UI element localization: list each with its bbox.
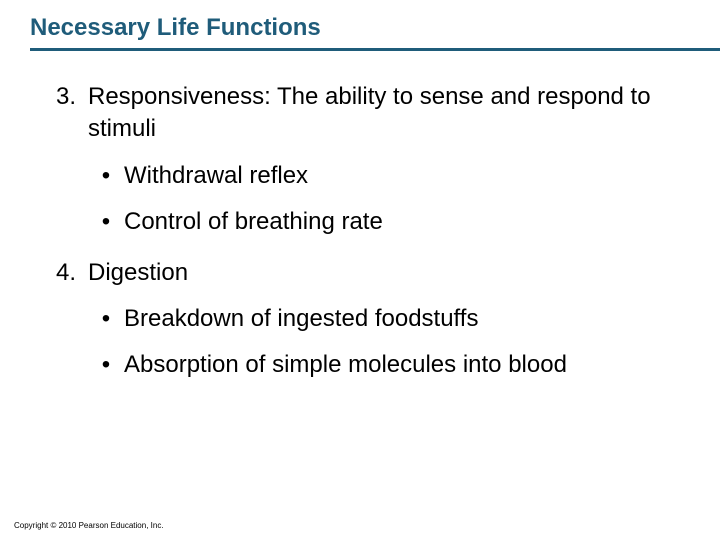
list-item: 4. Digestion bbox=[40, 257, 680, 289]
bullet-text: Absorption of simple molecules into bloo… bbox=[124, 349, 680, 381]
copyright-text: Copyright © 2010 Pearson Education, Inc. bbox=[14, 521, 164, 530]
bullet-text: Withdrawal reflex bbox=[124, 160, 680, 192]
list-item: 3. Responsiveness: The ability to sense … bbox=[40, 81, 680, 146]
bullet-icon: • bbox=[88, 160, 124, 192]
list-item: • Withdrawal reflex bbox=[88, 160, 680, 192]
list-item: • Control of breathing rate bbox=[88, 206, 680, 238]
list-item: • Breakdown of ingested foodstuffs bbox=[88, 303, 680, 335]
title-region: Necessary Life Functions bbox=[0, 0, 720, 51]
item-text: Digestion bbox=[88, 257, 680, 289]
slide-title: Necessary Life Functions bbox=[30, 14, 720, 42]
item-number: 3. bbox=[40, 81, 88, 146]
bullet-icon: • bbox=[88, 206, 124, 238]
bullet-text: Control of breathing rate bbox=[124, 206, 680, 238]
bullet-text: Breakdown of ingested foodstuffs bbox=[124, 303, 680, 335]
list-item: • Absorption of simple molecules into bl… bbox=[88, 349, 680, 381]
bullet-icon: • bbox=[88, 303, 124, 335]
slide: Necessary Life Functions 3. Responsivene… bbox=[0, 0, 720, 540]
item-number: 4. bbox=[40, 257, 88, 289]
slide-body: 3. Responsiveness: The ability to sense … bbox=[0, 51, 720, 382]
bullet-icon: • bbox=[88, 349, 124, 381]
item-text: Responsiveness: The ability to sense and… bbox=[88, 81, 680, 146]
